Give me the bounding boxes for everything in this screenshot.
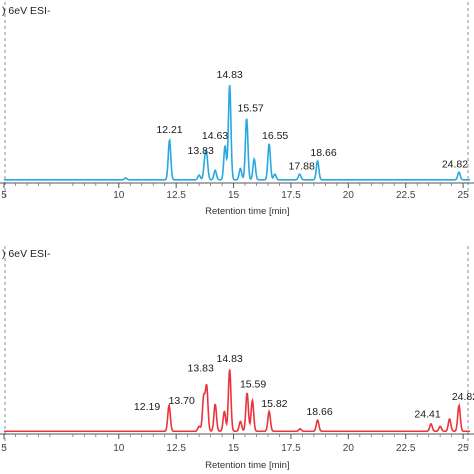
x-tick-label: 5 (1, 190, 7, 201)
peak-label-13-83: 13.83 (188, 145, 214, 157)
chromatogram-panel-2: ) 6eV ESI- 5 10 12.5 15 17.5 20 22.5 25 Retention… (0, 246, 474, 471)
x-axis-label: Retention time [min] (205, 460, 289, 471)
x-tick-label: 22.5 (396, 443, 416, 454)
x-tick-label: 20 (343, 190, 355, 201)
peak-label-18-66: 18.66 (306, 406, 332, 418)
x-tick-label: 22.5 (396, 190, 416, 201)
x-tick-label: 17.5 (281, 190, 301, 201)
peak-label-15-59: 15.59 (240, 379, 266, 391)
peak-label-13-83: 13.83 (188, 362, 214, 374)
x-axis-label: Retention time [min] (205, 206, 289, 217)
chromatogram-panel-1: ) 6eV ESI- 5 10 12.5 15 17.5 20 22.5 25 Retention… (0, 2, 474, 217)
x-tick-label: 15 (228, 443, 240, 454)
peak-label-12-21: 12.21 (156, 124, 182, 136)
x-tick-label: 5 (1, 443, 7, 454)
x-tick-label: 25 (458, 190, 470, 201)
peak-label-15-57: 15.57 (238, 102, 264, 114)
peak-label-12-19: 12.19 (134, 401, 160, 413)
peak-label-24-41: 24.41 (414, 409, 440, 421)
x-tick-label: 12.5 (166, 443, 186, 454)
peak-label-15-82: 15.82 (261, 398, 287, 410)
peak-label-17-88: 17.88 (289, 160, 315, 172)
panel-title: ) 6eV ESI- (2, 5, 51, 17)
x-tick-label: 17.5 (281, 443, 301, 454)
x-tick-label: 25 (458, 443, 470, 454)
signal-trace (4, 369, 470, 433)
signal-trace (4, 85, 470, 181)
peak-label-14-83: 14.83 (217, 353, 243, 365)
panel-title: ) 6eV ESI- (2, 248, 51, 260)
peak-label-18-66: 18.66 (310, 147, 336, 159)
x-tick-label: 20 (343, 443, 355, 454)
peak-label-24-82: 24.82 (452, 391, 474, 403)
peak-label-16-55: 16.55 (262, 130, 288, 142)
x-tick-label: 12.5 (166, 190, 186, 201)
peak-label-13-70: 13.70 (169, 395, 195, 407)
peak-label-14-83: 14.83 (217, 69, 243, 81)
x-tick-label: 10 (113, 443, 125, 454)
x-tick-label: 15 (228, 190, 240, 201)
peak-label-14-63: 14.63 (202, 130, 228, 142)
x-tick-label: 10 (113, 190, 125, 201)
peak-label-24-82: 24.82 (442, 158, 468, 170)
